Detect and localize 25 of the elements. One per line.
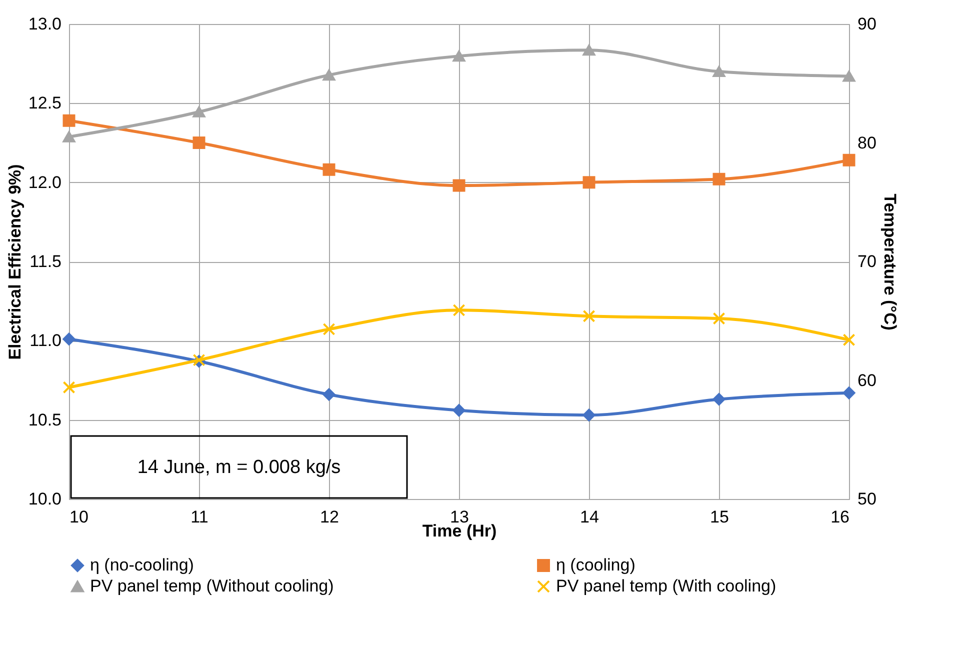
legend-label: η (cooling) bbox=[556, 556, 636, 575]
y2-tick-label: 80 bbox=[858, 133, 876, 152]
x-tick-label: 10 bbox=[70, 508, 88, 526]
legend-label: PV panel temp (With cooling) bbox=[556, 576, 776, 596]
x-tick-label: 15 bbox=[710, 508, 729, 526]
y2-tick-label: 50 bbox=[858, 490, 876, 508]
y2-tick-label: 70 bbox=[858, 252, 876, 271]
y-tick-label: 10.0 bbox=[28, 490, 62, 508]
y2-tick-label: 90 bbox=[858, 14, 876, 34]
x-tick-label: 12 bbox=[320, 508, 339, 526]
x-tick-label: 14 bbox=[580, 508, 599, 526]
y-tick-label: 11.5 bbox=[30, 252, 62, 271]
x-tick-label: 16 bbox=[830, 508, 850, 526]
y-tick-label: 10.5 bbox=[28, 410, 62, 430]
y2-axis-title: Temperature (°C) bbox=[880, 194, 900, 330]
annotation: 14 June, m = 0.008 kg/s bbox=[137, 457, 341, 478]
y-tick-label: 13.0 bbox=[28, 14, 62, 34]
y-axis-title: Electrical Efficiency 9%) bbox=[5, 164, 24, 360]
y-tick-label: 12.0 bbox=[28, 172, 62, 192]
x-tick-label: 11 bbox=[190, 508, 208, 526]
legend-label: η (no-cooling) bbox=[90, 556, 194, 575]
legend-label: PV panel temp (Without cooling) bbox=[90, 576, 334, 596]
y-tick-label: 11.0 bbox=[30, 331, 62, 350]
y2-tick-label: 60 bbox=[858, 370, 876, 390]
y-tick-label: 12.5 bbox=[28, 94, 62, 113]
